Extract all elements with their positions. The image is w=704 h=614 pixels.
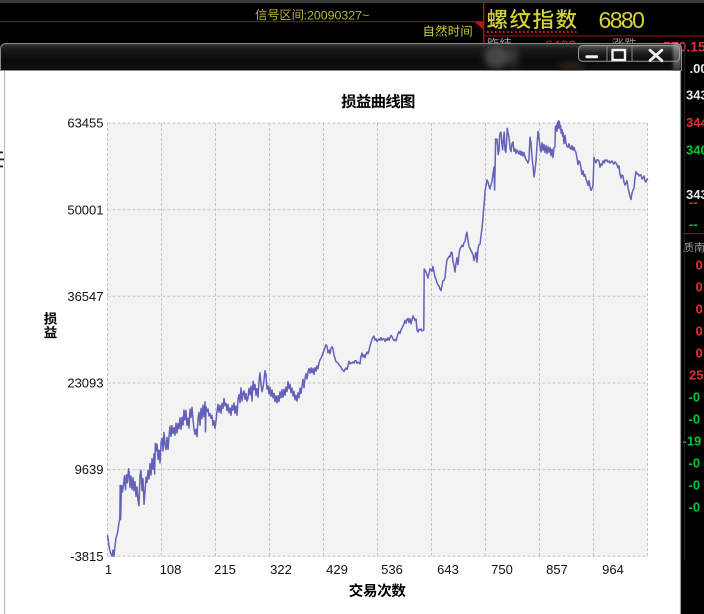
svg-text:0: 0 [696,280,703,295]
svg-text:-0: -0 [689,456,701,471]
svg-text:0: 0 [696,302,703,317]
svg-text:36547: 36547 [67,289,103,304]
svg-text:--: -- [689,217,698,232]
svg-text:50001: 50001 [67,202,103,217]
svg-text:857: 857 [546,562,568,577]
svg-text:0: 0 [696,346,703,361]
svg-text:-0: -0 [689,390,701,405]
svg-text:536: 536 [381,562,403,577]
svg-text:9639: 9639 [75,462,104,477]
svg-text:-0: -0 [689,412,701,427]
svg-text:.00: .00 [690,61,704,76]
svg-text:25: 25 [689,368,703,383]
svg-text:-3815: -3815 [70,549,103,564]
svg-text:344: 344 [686,115,704,130]
svg-text:322: 322 [270,562,292,577]
svg-text:343: 343 [686,88,704,103]
svg-text:343: 343 [686,187,704,202]
svg-text:23093: 23093 [67,376,103,391]
svg-text:429: 429 [326,562,348,577]
svg-text:1: 1 [105,562,112,577]
svg-text:0: 0 [696,258,703,273]
svg-text:63455: 63455 [67,116,103,131]
svg-text:6880: 6880 [599,7,645,33]
svg-text:108: 108 [160,562,182,577]
svg-text::20090327~: :20090327~ [304,8,370,22]
svg-text:-19: -19 [683,434,702,449]
svg-text:0: 0 [696,324,703,339]
svg-text:--: -- [689,195,698,210]
svg-text:964: 964 [602,562,624,577]
svg-text:215: 215 [214,562,236,577]
svg-text:-0: -0 [689,500,701,515]
svg-text:340: 340 [686,143,704,158]
svg-text:643: 643 [437,562,459,577]
svg-text:750: 750 [491,562,513,577]
svg-text:-0: -0 [689,478,701,493]
